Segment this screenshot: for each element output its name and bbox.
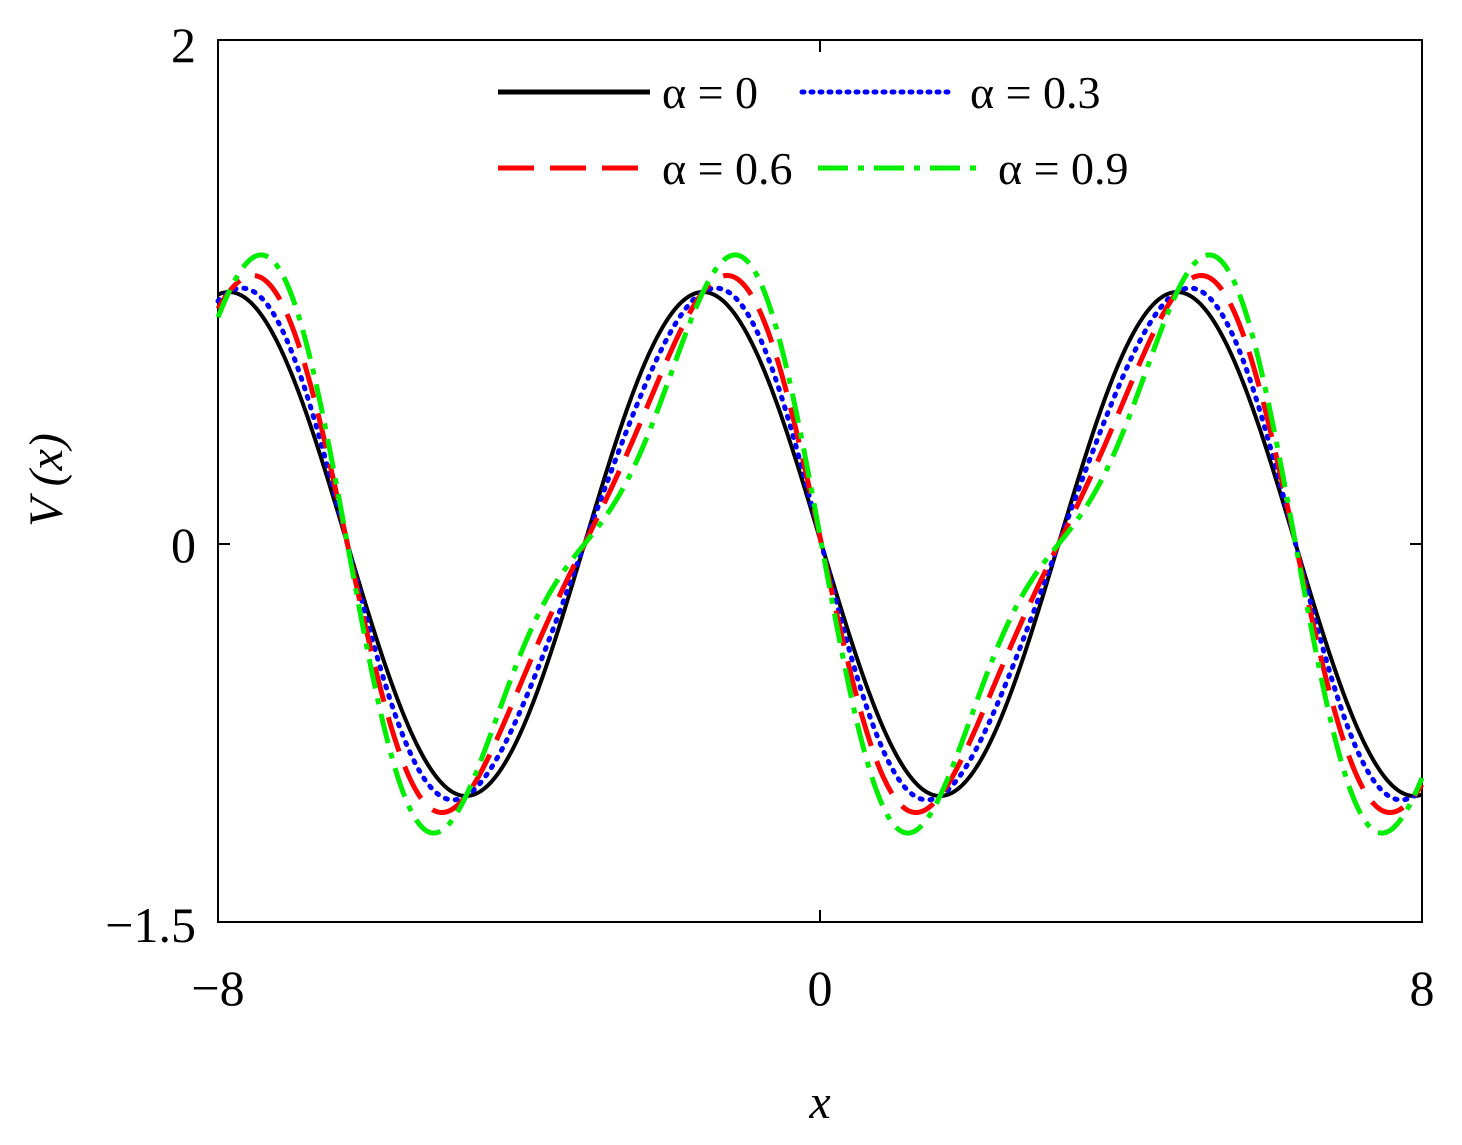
legend-label-alpha-0-6: α = 0.6 [662,143,793,194]
y-tick-label-mid: 0 [171,517,196,573]
y-tick-label-bottom: −1.5 [105,897,196,953]
series-line-0-6 [215,272,1425,816]
axis-ticks [217,39,1423,923]
x-tick-label-left: −8 [191,960,244,1016]
series-line-0-9 [215,252,1425,836]
legend-label-alpha-0-3: α = 0.3 [970,67,1101,118]
x-tick-labels: −8 0 8 [191,960,1434,1016]
legend-label-alpha-0: α = 0 [662,67,758,118]
series-layer [215,252,1425,836]
plot-frame [217,39,1423,923]
x-axis-label: x [808,1076,830,1129]
y-tick-labels: 2 0 −1.5 [105,17,196,953]
legend-label-alpha-0-9: α = 0.9 [998,143,1129,194]
y-tick-label-top: 2 [171,17,196,73]
y-axis-label: V (x) [20,433,73,527]
x-tick-label-right: 8 [1410,960,1435,1016]
legend: α = 0 α = 0.3 α = 0.6 α = 0.9 [498,67,1129,194]
series-line-0-3 [215,285,1425,803]
x-tick-label-mid: 0 [808,960,833,1016]
